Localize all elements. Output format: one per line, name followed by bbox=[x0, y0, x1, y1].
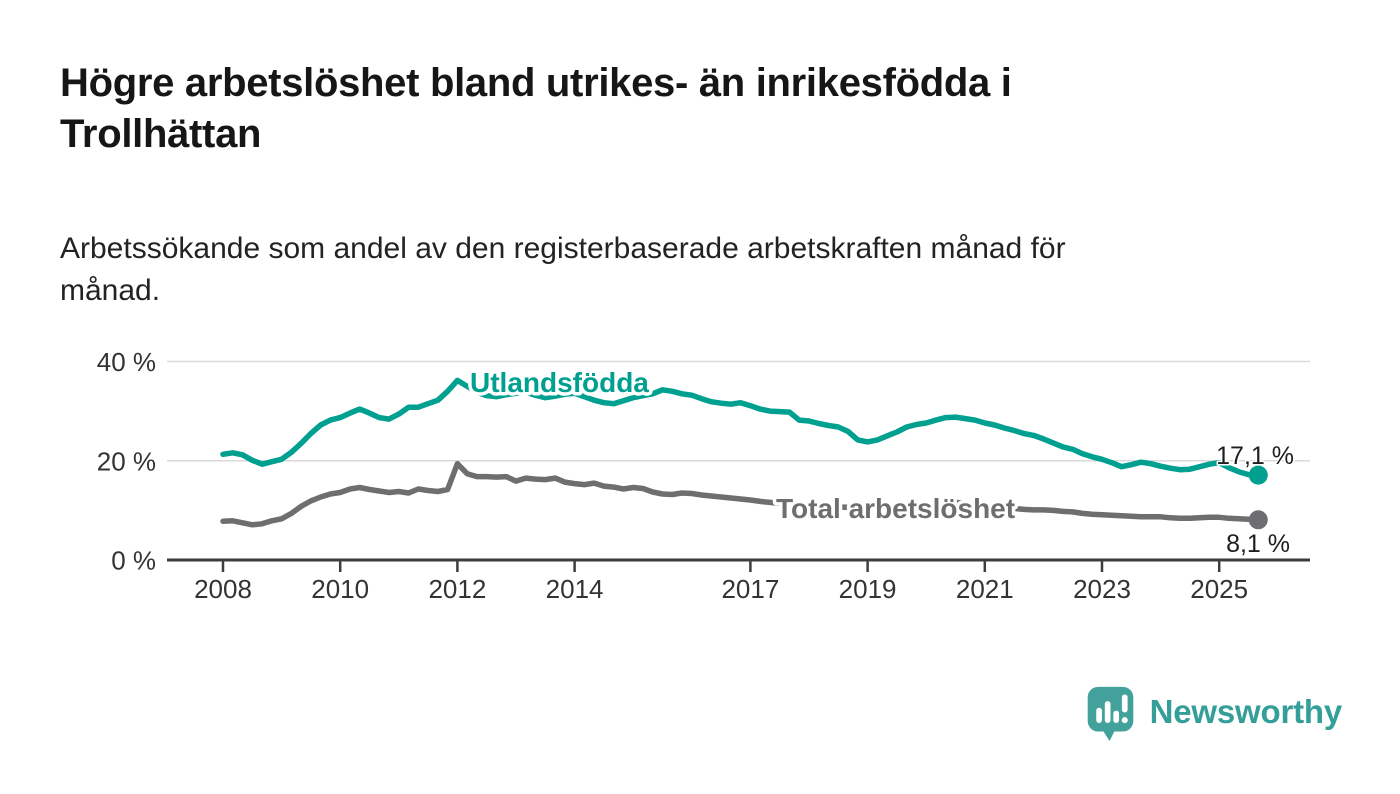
x-tick-label: 2021 bbox=[956, 574, 1014, 604]
line-chart: 0 % 20 % 40 % 2008 2010 2012 2014 2017 2019 2021 2… bbox=[97, 347, 1310, 604]
newsworthy-logo: Newsworthy bbox=[1082, 683, 1342, 741]
series-label-utlandsfodda: Utlandsfödda bbox=[470, 367, 649, 398]
newsworthy-wordmark: Newsworthy bbox=[1149, 693, 1343, 730]
series-label-total-arbetsloshet: Total arbetslöshet bbox=[776, 493, 1015, 524]
series-line-0 bbox=[220, 377, 1262, 478]
chart-title: Högre arbetslöshet bland utrikes- än inr… bbox=[60, 58, 1260, 160]
x-tick-label: 2008 bbox=[194, 574, 252, 604]
series-end-dot-0 bbox=[1248, 465, 1268, 485]
speech-bubble-tail bbox=[1100, 727, 1116, 741]
chart-title-line2: Trollhättan bbox=[60, 111, 262, 156]
newsworthy-icon bbox=[1087, 686, 1133, 741]
end-value-label-utlandsfodda: 17,1 % bbox=[1216, 442, 1294, 470]
x-tick-label: 2012 bbox=[428, 574, 486, 604]
series-end-dot-1 bbox=[1248, 510, 1268, 530]
y-tick-label: 0 % bbox=[111, 546, 156, 576]
y-tick-label: 20 % bbox=[97, 446, 156, 476]
x-tick-label: 2014 bbox=[546, 574, 604, 604]
series-lines bbox=[220, 377, 1268, 530]
x-tick-label: 2019 bbox=[839, 574, 897, 604]
axes: 0 % 20 % 40 % 2008 2010 2012 2014 2017 2019 2021 2… bbox=[97, 347, 1310, 604]
chart-subtitle: Arbetssökande som andel av den registerb… bbox=[60, 228, 1300, 312]
y-tick-label: 40 % bbox=[97, 347, 156, 377]
x-tick-label: 2025 bbox=[1190, 574, 1248, 604]
chart-title-line1: Högre arbetslöshet bland utrikes- än inr… bbox=[60, 61, 1012, 105]
chart-subtitle-line2: månad. bbox=[60, 274, 161, 307]
series-line-1 bbox=[220, 460, 1262, 528]
x-tick-label: 2023 bbox=[1073, 574, 1131, 604]
x-tick-label: 2017 bbox=[721, 574, 779, 604]
gridlines bbox=[167, 360, 1310, 462]
chart-subtitle-line1: Arbetssökande som andel av den registerb… bbox=[60, 232, 1066, 265]
end-value-label-total: 8,1 % bbox=[1226, 530, 1290, 558]
x-tick-label: 2010 bbox=[311, 574, 369, 604]
